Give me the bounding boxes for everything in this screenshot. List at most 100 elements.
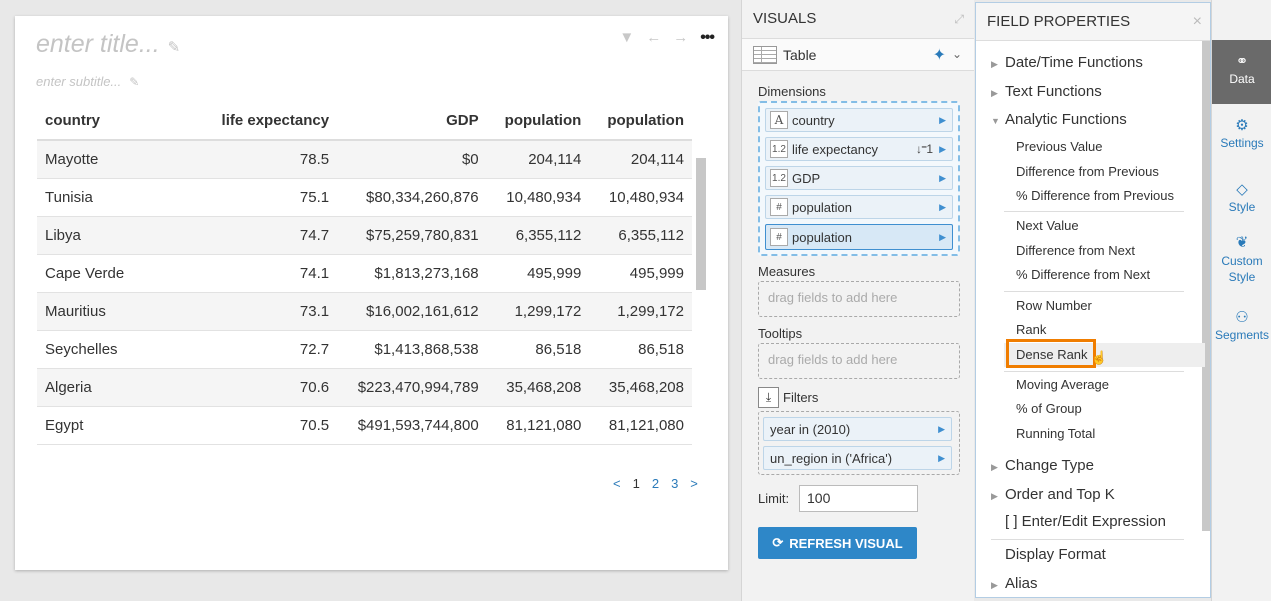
difference-from-next-item[interactable]: Difference from Next [1016, 243, 1135, 258]
table-cell: 10,480,934 [589, 178, 692, 217]
caret-right-icon[interactable]: ▶ [939, 114, 946, 125]
measures-shelf[interactable]: drag fields to add here [758, 281, 960, 317]
page-3-button[interactable]: 3 [671, 476, 679, 491]
column-header-gdp[interactable]: GDP [337, 102, 487, 141]
close-icon[interactable]: × [1192, 13, 1202, 30]
row-number-item[interactable]: Row Number [1016, 298, 1092, 313]
refresh-visual-button[interactable]: ⟳ REFRESH VISUAL [758, 527, 917, 559]
page-1-button[interactable]: 1 [632, 476, 640, 491]
prev-page-button[interactable]: < [613, 476, 621, 491]
caret-right-icon: ▶ [991, 88, 998, 98]
moving-average-item[interactable]: Moving Average [1016, 377, 1109, 392]
running-total-item[interactable]: Running Total [1016, 426, 1096, 441]
group-label: Change Type [1005, 457, 1094, 474]
pct-of-group-item[interactable]: % of Group [1016, 401, 1082, 416]
tooltips-shelf[interactable]: drag fields to add here [758, 343, 960, 379]
nav-data[interactable]: ⚭ Data [1212, 40, 1271, 104]
dimension-pill-population-selected[interactable]: # population ▶ [765, 224, 953, 250]
dimension-pill-life-expectancy[interactable]: 1.2 life expectancy ↓⁼1 ▶ [765, 137, 953, 161]
divider [1004, 291, 1184, 292]
sort-descending-icon: ↓⁼1 [915, 142, 933, 156]
rank-item[interactable]: Rank [1016, 322, 1047, 337]
page-2-button[interactable]: 2 [651, 476, 660, 491]
filter-pill-region[interactable]: un_region in ('Africa') ▶ [763, 446, 952, 470]
filter-pill-year[interactable]: year in (2010) ▶ [763, 417, 952, 441]
dimension-pill-gdp[interactable]: 1.2 GDP ▶ [765, 166, 953, 190]
table-cell: 81,121,080 [589, 406, 692, 445]
alias-group[interactable]: ▶ Alias [991, 575, 1038, 592]
nav-settings[interactable]: ⚙ Settings [1212, 116, 1271, 150]
sparkle-icon[interactable]: ✦ [932, 47, 946, 64]
next-value-item[interactable]: Next Value [1016, 218, 1079, 233]
pct-difference-from-previous-item[interactable]: % Difference from Previous [1016, 188, 1174, 203]
caret-right-icon[interactable]: ▶ [939, 143, 946, 154]
order-topk-group[interactable]: ▶ Order and Top K [991, 486, 1115, 503]
pct-difference-from-next-item[interactable]: % Difference from Next [1016, 267, 1151, 282]
download-icon[interactable]: ⤓ [758, 387, 779, 408]
change-type-group[interactable]: ▶ Change Type [991, 457, 1094, 474]
column-header-population[interactable]: population [486, 102, 590, 141]
nav-style[interactable]: ◇ Style [1212, 180, 1271, 214]
measures-placeholder: drag fields to add here [768, 290, 898, 305]
caret-right-icon[interactable]: ▶ [938, 423, 945, 434]
column-header-life-expectancy[interactable]: life expectancy [186, 102, 338, 141]
table-row[interactable]: Seychelles 72.7 $1,413,868,538 86,518 86,518 [37, 330, 692, 369]
filters-shelf[interactable]: year in (2010) ▶ un_region in ('Africa')… [758, 411, 960, 475]
datetime-functions-group[interactable]: ▶ Date/Time Functions [991, 54, 1143, 71]
table-row[interactable]: Cape Verde 74.1 $1,813,273,168 495,999 495,9… [37, 254, 692, 293]
dimensions-label: Dimensions [758, 84, 826, 99]
table-row[interactable]: Libya 74.7 $75,259,780,831 6,355,112 6,355,1… [37, 216, 692, 255]
visual-type-selector[interactable]: Table ✦ ⌄ [742, 38, 974, 71]
next-page-button[interactable]: > [690, 476, 698, 491]
caret-right-icon[interactable]: ▶ [939, 172, 946, 183]
dimension-pill-country[interactable]: A country ▶ [765, 108, 953, 132]
dimensions-shelf[interactable]: A country ▶ 1.2 life expectancy ↓⁼1 ▶ 1.… [758, 101, 960, 256]
more-options-icon[interactable]: ••• [700, 29, 715, 46]
table-cell: 73.1 [186, 292, 338, 331]
arrow-right-icon[interactable]: → [673, 29, 689, 46]
table-header-row: country life expectancy GDP population p… [37, 102, 692, 141]
table-cell: 72.7 [186, 330, 338, 369]
style-icon: ◇ [1236, 181, 1248, 198]
dimension-pill-population[interactable]: # population ▶ [765, 195, 953, 219]
analytic-functions-group[interactable]: ▼ Analytic Functions [991, 111, 1127, 128]
table-cell: $75,259,780,831 [337, 216, 487, 255]
difference-from-previous-item[interactable]: Difference from Previous [1016, 164, 1159, 179]
table-cell: 74.1 [186, 254, 338, 293]
arrow-left-icon[interactable]: ← [646, 29, 662, 46]
limit-input[interactable]: 100 [799, 485, 918, 512]
title-input[interactable]: enter title... ✎ [36, 30, 180, 59]
caret-right-icon[interactable]: ▶ [939, 201, 946, 212]
table-row[interactable]: Tunisia 75.1 $80,334,260,876 10,480,934 10,4… [37, 178, 692, 217]
nav-custom-style[interactable]: ❦ Custom Style [1212, 235, 1271, 285]
field-properties-scrollbar[interactable] [1202, 41, 1210, 531]
dense-rank-highlight-box [1006, 339, 1096, 368]
subtitle-input[interactable]: enter subtitle... ✎ [36, 74, 139, 89]
caret-right-icon[interactable]: ▶ [939, 231, 946, 242]
table-row[interactable]: Algeria 70.6 $223,470,994,789 35,468,208 35,… [37, 368, 692, 407]
nav-segments[interactable]: ⚇ Segments [1212, 308, 1271, 342]
table-cell: $1,813,273,168 [337, 254, 487, 293]
previous-value-item[interactable]: Previous Value [1016, 139, 1103, 154]
dense-rank-item[interactable]: Dense Rank [1016, 347, 1088, 362]
filter-icon[interactable]: ▼ [619, 29, 635, 46]
text-functions-group[interactable]: ▶ Text Functions [991, 83, 1102, 100]
pill-label: year in (2010) [770, 421, 851, 437]
display-format-item[interactable]: Display Format [1005, 546, 1106, 563]
table-cell: 81,121,080 [486, 406, 590, 445]
caret-right-icon[interactable]: ▶ [938, 452, 945, 463]
enter-edit-expression-item[interactable]: [ ] Enter/Edit Expression [1005, 513, 1166, 530]
table-row[interactable]: Egypt 70.5 $491,593,744,800 81,121,080 81,12… [37, 406, 692, 445]
visuals-header-label: VISUALS [753, 10, 817, 27]
table-row[interactable]: Mauritius 73.1 $16,002,161,612 1,299,172 1,2… [37, 292, 692, 331]
chevron-down-icon[interactable]: ⌄ [951, 47, 962, 61]
table-cell: 75.1 [186, 178, 338, 217]
column-header-population-2[interactable]: population [589, 102, 692, 141]
expand-icon[interactable]: ⤢ [954, 12, 964, 26]
table-cell: Cape Verde [37, 254, 187, 293]
column-header-country[interactable]: country [37, 102, 187, 141]
pencil-icon: ✎ [167, 39, 181, 56]
table-row[interactable]: Mayotte 78.5 $0 204,114 204,114 [37, 140, 692, 179]
table-scrollbar[interactable] [696, 158, 706, 290]
table-cell: 10,480,934 [486, 178, 590, 217]
